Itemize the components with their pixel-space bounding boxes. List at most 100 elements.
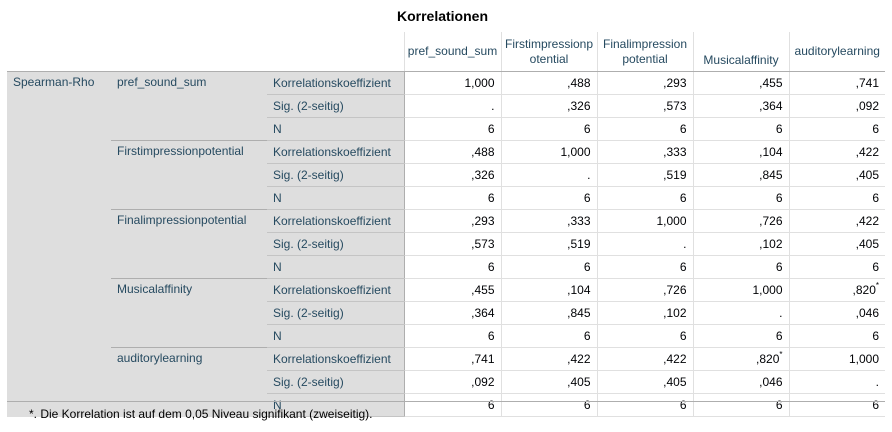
cell-value: ,092	[855, 99, 879, 113]
cell-value: ,573	[663, 99, 687, 113]
cell-value: ,455	[471, 283, 495, 297]
cell-value: ,405	[567, 375, 591, 389]
table-cell: ,102	[692, 232, 789, 256]
table-cell: 6	[692, 117, 789, 141]
cell-value: ,573	[471, 237, 495, 251]
cell-value: ,845	[759, 168, 783, 182]
table-cell: 6	[692, 393, 789, 417]
table-row: N 6 6 6 6 6	[7, 255, 885, 279]
table-cell: ,104	[500, 278, 597, 302]
row-variable-label: auditorylearning	[111, 347, 267, 417]
table-cell: ,726	[596, 278, 693, 302]
table-cell: 6	[692, 324, 789, 348]
cell-value: ,104	[759, 145, 783, 159]
column-header: Firstimpressionpotential	[500, 32, 597, 72]
cell-value: 6	[872, 122, 879, 136]
table-bottom-rule	[7, 401, 885, 402]
stat-label: Sig. (2-seitig)	[267, 370, 404, 394]
cell-value: ,820	[756, 352, 780, 366]
table-cell: ,845	[500, 301, 597, 325]
cell-value: ,741	[471, 352, 495, 366]
cell-value: 6	[679, 191, 687, 205]
cell-value: ,333	[567, 214, 591, 228]
cell-value: ,326	[471, 168, 495, 182]
table-cell: 6	[788, 324, 885, 348]
cell-value: ,455	[759, 76, 783, 90]
cell-value: ,046	[759, 375, 783, 389]
cell-value: 6	[775, 191, 783, 205]
cell-value: 6	[679, 260, 687, 274]
header-corner	[7, 32, 404, 72]
cell-value: 1,000	[848, 352, 879, 366]
table-row: Spearman-Rho pref_sound_sum Korrelationsko…	[7, 71, 885, 417]
table-cell: 6	[692, 255, 789, 279]
cell-value: 6	[487, 398, 495, 412]
table-row: N 6 6 6 6 6	[7, 393, 885, 417]
table-cell: ,405	[788, 163, 885, 187]
cell-value: 6	[775, 398, 783, 412]
table-cell: ,046	[692, 370, 789, 394]
stat-label: Sig. (2-seitig)	[267, 232, 404, 256]
table-cell: ,741	[403, 347, 501, 371]
cell-value: ,422	[567, 352, 591, 366]
table-cell: .	[500, 163, 597, 187]
table-cell: 6	[500, 186, 597, 210]
table-cell: 6	[403, 186, 501, 210]
stat-label: N	[267, 255, 404, 279]
table-cell: ,293	[596, 71, 693, 95]
table-cell: 6	[403, 117, 501, 141]
table-cell: .	[788, 370, 885, 394]
stat-label: Korrelationskoeffizient	[267, 71, 404, 95]
table-cell: ,488	[403, 140, 501, 164]
cell-value: 1,000	[560, 145, 591, 159]
cell-value: 6	[583, 329, 591, 343]
cell-value: 6	[583, 398, 591, 412]
table-cell: 6	[788, 255, 885, 279]
cell-value: ,364	[759, 99, 783, 113]
column-header: auditorylearning	[788, 32, 885, 72]
table-cell: ,405	[500, 370, 597, 394]
cell-value: 6	[872, 329, 879, 343]
stat-label: Korrelationskoeffizient	[267, 140, 404, 164]
table-cell: 6	[500, 117, 597, 141]
table-cell: ,422	[788, 209, 885, 233]
table-cell: ,455	[403, 278, 501, 302]
table-cell: 6	[596, 393, 693, 417]
column-header: Finalimpressionpotential	[596, 32, 693, 72]
row-variable-label: Firstimpressionpotential	[111, 140, 267, 210]
table-cell: ,488	[500, 71, 597, 95]
table-cell: ,326	[403, 163, 501, 187]
cell-value: 6	[775, 122, 783, 136]
cell-value: ,488	[471, 145, 495, 159]
stat-label: N	[267, 393, 404, 417]
table-title: Korrelationen	[396, 8, 488, 24]
column-header: Musicalaffinity	[692, 32, 789, 72]
table-cell: ,293	[403, 209, 501, 233]
table-row: Firstimpressionpotential Korrelationskoef…	[7, 140, 885, 210]
footnote: *. Die Korrelation ist auf dem 0,05 Nive…	[29, 407, 373, 421]
cell-value: .	[491, 99, 495, 113]
table-cell: ,092	[788, 94, 885, 118]
cell-value: 6	[679, 398, 687, 412]
cell-value: .	[683, 237, 687, 251]
cell-value: ,326	[567, 99, 591, 113]
stat-label: N	[267, 186, 404, 210]
table-cell: 6	[403, 255, 501, 279]
row-variable-label: pref_sound_sum	[111, 71, 267, 141]
cell-value: ,092	[471, 375, 495, 389]
table-cell: 1,000	[788, 347, 885, 371]
table-cell: ,820*	[692, 347, 789, 371]
cell-value: 6	[487, 329, 495, 343]
table-cell: 6	[692, 186, 789, 210]
cell-value: 6	[872, 260, 879, 274]
cell-value: .	[587, 168, 591, 182]
column-header: pref_sound_sum	[403, 32, 501, 72]
significance-marker: *	[779, 350, 783, 359]
cell-value: ,422	[663, 352, 687, 366]
cell-value: ,405	[855, 237, 879, 251]
table-cell: 6	[500, 324, 597, 348]
table-cell: 6	[788, 117, 885, 141]
cell-value: 6	[872, 191, 879, 205]
table-cell: ,405	[788, 232, 885, 256]
cell-value: ,845	[567, 306, 591, 320]
